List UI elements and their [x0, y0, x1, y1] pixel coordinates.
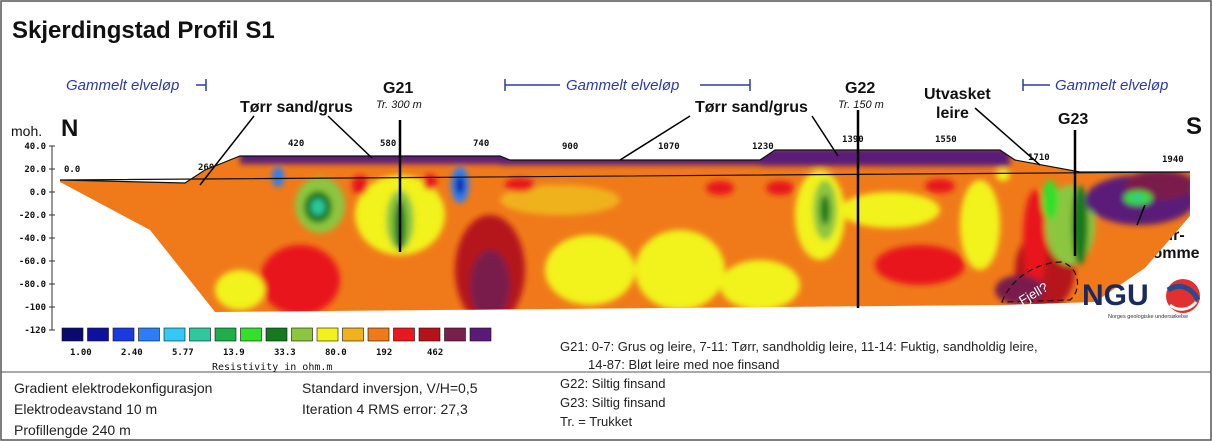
- y-tick-label: -60.0: [19, 257, 46, 267]
- borehole-g22-note: Tr. 150 m: [838, 99, 884, 111]
- scale-swatch: [342, 327, 364, 342]
- x-tick-label: 1070: [658, 142, 680, 152]
- scale-swatch: [112, 327, 135, 342]
- scale-swatch: [265, 327, 288, 342]
- scale-title: Resistivity in ohm.m: [212, 362, 332, 373]
- ngu-logo: NGU Norges geologiske undersøkelse: [1082, 279, 1201, 320]
- settings-array: Gradient elektrodekonfigurasjon: [14, 380, 212, 396]
- x-tick-label: 1230: [752, 142, 774, 152]
- scale-value-label: 80.0: [325, 348, 347, 358]
- scale-swatch: [316, 327, 339, 342]
- legend-g21-line2: 14-87: Bløt leire med noe finsand: [588, 357, 780, 372]
- y-tick-label: 20.0: [24, 165, 46, 175]
- x-tick-label: 580: [380, 139, 396, 149]
- north-label: N: [61, 115, 78, 142]
- y-axis: 40.0 20.0 0.0 -20.0 -40.0 -60.0 -80.0 -100 -120: [19, 142, 55, 336]
- scale-value-label: 192: [376, 348, 392, 358]
- x-tick-label: 420: [288, 139, 304, 149]
- y-tick-label: -120: [24, 326, 46, 336]
- scale-swatch: [163, 327, 186, 342]
- x-tick-label: 0.0: [64, 165, 80, 175]
- scale-swatch: [61, 327, 84, 342]
- legend-g23: G23: Siltig finsand: [560, 395, 666, 410]
- resistivity-scale: 1.00 2.40 5.77 13.9 33.3 80.0 192 462 Resistivi…: [61, 327, 492, 373]
- dry-sand-label-1: Tørr sand/grus: [240, 99, 353, 116]
- x-tick-label: 740: [473, 139, 489, 149]
- borehole-g23-label: G23: [1058, 111, 1088, 128]
- borehole-g22-label: G22: [845, 80, 875, 97]
- x-tick-label: 1390: [842, 135, 864, 145]
- y-tick-label: -80.0: [19, 280, 46, 290]
- scale-value-label: 462: [427, 348, 443, 358]
- settings-iteration: Iteration 4 RMS error: 27,3: [302, 401, 468, 417]
- scale-swatch: [393, 327, 415, 342]
- x-tick-label: 1550: [935, 135, 957, 145]
- scale-value-label: 33.3: [274, 348, 296, 358]
- settings-spacing: Elektrodeavstand 10 m: [14, 401, 157, 417]
- x-tick-label: 1710: [1028, 153, 1050, 163]
- old-channel-label: Gammelt elveløp: [1055, 77, 1168, 94]
- scale-swatch: [418, 327, 441, 342]
- scale-swatch: [87, 327, 109, 342]
- borehole-g21-note: Tr. 300 m: [376, 99, 422, 111]
- scale-swatch: [291, 327, 313, 342]
- y-tick-label: 0.0: [30, 188, 46, 198]
- old-channel-label: Gammelt elveløp: [66, 77, 179, 94]
- scale-value-label: 2.40: [121, 348, 143, 358]
- scale-swatch: [138, 327, 160, 342]
- ngu-logo-caption: Norges geologiske undersøkelse: [1108, 314, 1188, 320]
- ngu-logo-text: NGU: [1082, 279, 1149, 312]
- borehole-g21-label: G21: [383, 80, 413, 97]
- old-channel-marker-1: Gammelt elveløp: [66, 77, 207, 94]
- scale-value-label: 5.77: [172, 348, 194, 358]
- x-axis: 0.0 260 420 580 740 900 1070 1230 1390 1550 1710 19…: [64, 135, 1184, 175]
- old-channel-label: Gammelt elveløp: [566, 77, 679, 94]
- x-tick-label: 1940: [1162, 155, 1184, 165]
- old-channel-marker-3: Gammelt elveløp: [1022, 77, 1168, 94]
- old-channel-marker-2: Gammelt elveløp: [504, 77, 751, 94]
- annotation-pointers: [199, 107, 1146, 226]
- scale-swatch: [444, 327, 466, 342]
- washed-clay-label-line1: Utvasket: [924, 86, 991, 103]
- settings-length: Profillengde 240 m: [14, 422, 131, 438]
- y-tick-label: -20.0: [19, 211, 46, 221]
- legend-g22: G22: Siltig finsand: [560, 376, 666, 391]
- y-tick-label: -40.0: [19, 234, 46, 244]
- scale-value-label: 13.9: [223, 348, 245, 358]
- washed-clay-label-line2: leire: [936, 105, 969, 122]
- scale-swatch: [214, 327, 237, 342]
- scale-swatch: [189, 327, 211, 342]
- scale-swatch: [240, 327, 262, 342]
- x-tick-label: 260: [198, 163, 214, 173]
- elevation-unit: moh.: [11, 123, 42, 139]
- scale-swatch: [469, 327, 492, 342]
- figure-title: Skjerdingstad Profil S1: [12, 17, 275, 44]
- scale-value-label: 1.00: [70, 348, 92, 358]
- y-tick-label: 40.0: [24, 142, 46, 152]
- scale-swatch: [367, 327, 390, 342]
- ground-surface-line: [59, 149, 1191, 184]
- bedrock-outline: [1001, 261, 1079, 303]
- x-tick-label: 900: [562, 142, 578, 152]
- legend-g21-line1: G21: 0-7: Grus og leire, 7-11: Tørr, san…: [560, 339, 1038, 354]
- south-label: S: [1186, 113, 1202, 140]
- settings-inversion: Standard inversjon, V/H=0,5: [302, 380, 478, 396]
- dry-sand-label-2: Tørr sand/grus: [695, 99, 808, 116]
- y-tick-label: -100: [24, 303, 46, 313]
- legend-tr: Tr. = Trukket: [560, 414, 633, 429]
